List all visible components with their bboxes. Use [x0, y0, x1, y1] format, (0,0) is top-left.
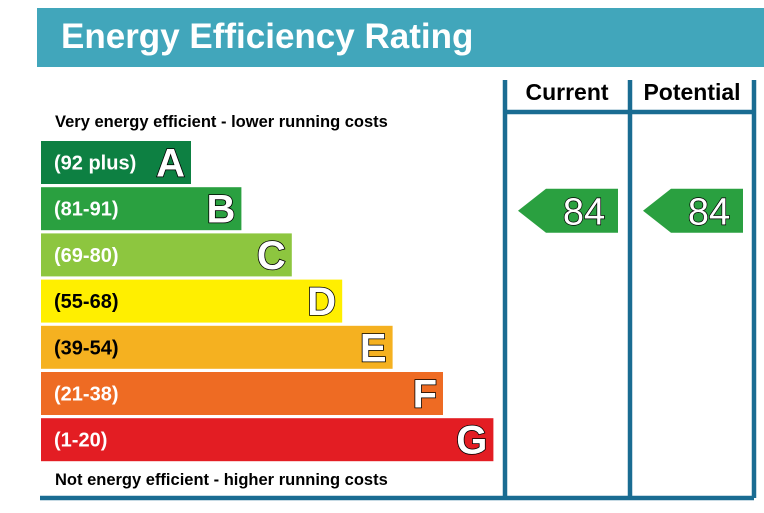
chart-title: Energy Efficiency Rating	[61, 17, 473, 56]
band-g-bar	[41, 418, 494, 462]
band-d-range: (55-68)	[54, 291, 118, 313]
band-c-range: (69-80)	[54, 245, 118, 267]
top-note: Very energy efficient - lower running co…	[55, 113, 388, 131]
rating-bands: (92 plus) A (81-91) B (69-80) C (55-68) D (39-54…	[41, 141, 494, 464]
band-e-range: (39-54)	[54, 337, 118, 359]
band-a-range: (92 plus)	[54, 153, 136, 175]
potential-rating-value: 84	[688, 192, 730, 234]
potential-column-header: Potential	[643, 79, 740, 105]
band-a-letter: A	[156, 142, 185, 186]
potential-rating-arrow	[643, 188, 743, 233]
band-b-letter: B	[207, 188, 236, 232]
current-column-header: Current	[525, 79, 608, 105]
band-f-bar	[41, 372, 443, 415]
band-g-range: (1-20)	[54, 430, 107, 452]
current-rating-arrow	[518, 188, 618, 233]
band-e-bar	[41, 325, 393, 369]
band-d-bar	[41, 279, 343, 323]
band-c-bar	[41, 233, 292, 277]
band-d-letter: D	[307, 280, 336, 324]
band-a-bar	[41, 141, 191, 184]
band-e-letter: E	[360, 326, 387, 370]
rating-frame	[40, 80, 757, 501]
band-c-letter: C	[257, 234, 286, 278]
band-b-bar	[41, 187, 242, 231]
band-f-letter: F	[413, 373, 437, 417]
bottom-note: Not energy efficient - higher running co…	[55, 471, 388, 489]
rating-arrows: 84 84	[518, 188, 743, 234]
band-b-range: (81-91)	[54, 199, 118, 221]
current-rating-value: 84	[563, 192, 605, 234]
band-g-letter: G	[456, 419, 487, 463]
band-f-range: (21-38)	[54, 384, 118, 406]
title-bar	[37, 8, 764, 67]
